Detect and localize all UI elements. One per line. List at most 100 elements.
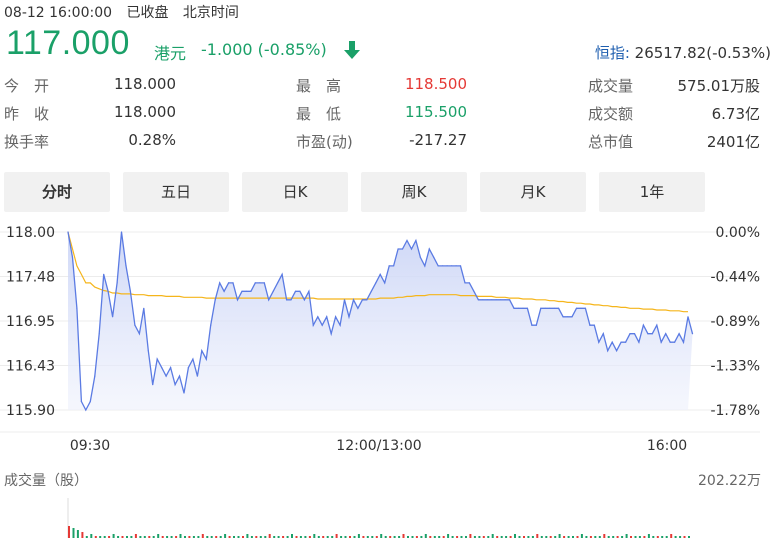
price-point — [174, 384, 176, 386]
price-point — [241, 290, 243, 292]
volume-bar — [598, 536, 601, 538]
volume-bar — [567, 536, 570, 538]
tab-monthly-k[interactable]: 月K — [480, 172, 586, 212]
tab-weekly-k[interactable]: 周K — [361, 172, 467, 212]
price-point — [281, 273, 283, 275]
intraday-chart[interactable]: 118.00 117.48 116.95 116.43 115.90 0.00% -0.4… — [0, 220, 781, 543]
market-status: 已收盘 — [126, 5, 169, 21]
price-point — [183, 392, 185, 394]
volume-bar — [580, 534, 583, 538]
price-point — [138, 333, 140, 335]
price-point — [290, 299, 292, 301]
volume-bar — [286, 536, 289, 538]
price-point — [567, 316, 569, 318]
price-point — [437, 265, 439, 267]
stat-label-turnover-rate: 换手率 — [4, 133, 50, 151]
volume-bar — [273, 536, 276, 538]
volume-bar — [531, 536, 534, 538]
volume-bar — [603, 534, 606, 538]
volume-bar — [117, 536, 120, 538]
price-point — [611, 341, 613, 343]
x-tick-label: 12:00/13:00 — [336, 438, 421, 454]
price-point — [446, 265, 448, 267]
tab-daily-k[interactable]: 日K — [242, 172, 348, 212]
volume-bar — [491, 534, 494, 538]
index-quote[interactable]: 恒指: 26517.82(-0.53%) — [595, 42, 771, 63]
volume-bar — [384, 536, 387, 538]
period-tabs: 分时 五日 日K 周K 月K 1年 — [4, 172, 706, 212]
volume-bar — [317, 536, 320, 538]
price-point — [388, 265, 390, 267]
price-point — [348, 316, 350, 318]
volume-bar — [607, 536, 610, 538]
price-point — [656, 324, 658, 326]
price-point — [638, 341, 640, 343]
volume-bar — [429, 536, 432, 538]
price-point — [277, 282, 279, 284]
price-point — [134, 324, 136, 326]
volume-bar — [201, 534, 204, 538]
price-point — [107, 290, 109, 292]
tab-one-year[interactable]: 1年 — [599, 172, 705, 212]
price-point — [76, 307, 78, 309]
volume-bar — [184, 536, 186, 538]
price-point — [143, 307, 145, 309]
volume-bar — [594, 536, 597, 538]
y-pct-tick-label: -0.89% — [710, 314, 760, 330]
tab-intraday[interactable]: 分时 — [4, 172, 110, 212]
price-point — [504, 299, 506, 301]
price-point — [433, 256, 435, 258]
stat-label-pe: 市盈(动) — [296, 133, 353, 151]
price-point — [272, 290, 274, 292]
volume-bar — [647, 534, 650, 538]
price-point — [544, 307, 546, 309]
timezone-label: 北京时间 — [182, 5, 239, 21]
stat-label-high: 最 高 — [296, 77, 342, 95]
stat-label-prev-close: 昨 收 — [4, 105, 50, 123]
price-point — [161, 367, 163, 369]
volume-bar — [228, 536, 231, 538]
price-point — [352, 299, 355, 301]
volume-max-label: 202.22万 — [698, 473, 761, 489]
x-tick-label: 16:00 — [647, 438, 687, 454]
volume-bar — [420, 536, 423, 538]
price-point — [112, 316, 114, 318]
price-point — [410, 248, 413, 250]
price-point — [500, 299, 502, 301]
price-point — [687, 316, 689, 318]
volume-bar — [76, 530, 79, 538]
price-point — [415, 239, 417, 242]
price-point — [187, 367, 189, 369]
index-label[interactable]: 恒指: — [594, 44, 630, 62]
price-point — [642, 324, 645, 326]
volume-bar — [661, 536, 664, 538]
y-tick-label: 116.95 — [6, 314, 55, 330]
tab-five-day[interactable]: 五日 — [123, 172, 229, 212]
volume-bar — [326, 536, 329, 538]
price-point — [665, 333, 667, 335]
price-point — [393, 265, 395, 267]
price-point — [558, 307, 560, 309]
price-point — [366, 299, 368, 301]
volume-bar — [103, 536, 106, 538]
price-point — [589, 324, 591, 326]
volume-bar — [652, 536, 655, 538]
price-point — [455, 265, 457, 267]
price-point — [71, 256, 74, 258]
price-point — [259, 282, 261, 284]
volume-bar — [250, 536, 253, 538]
volume-bar — [456, 536, 459, 538]
price-point — [335, 316, 337, 318]
price-point — [299, 290, 301, 292]
volume-bars — [67, 498, 690, 538]
volume-bar — [536, 534, 539, 538]
price-area-fill — [68, 232, 693, 410]
volume-bar — [656, 536, 659, 538]
volume-bar — [72, 528, 75, 538]
volume-bar — [192, 536, 195, 538]
volume-bar — [380, 534, 383, 538]
y-tick-label: 116.43 — [6, 359, 55, 375]
volume-bar — [407, 536, 409, 538]
volume-bar — [295, 536, 298, 538]
volume-bar — [335, 534, 338, 538]
